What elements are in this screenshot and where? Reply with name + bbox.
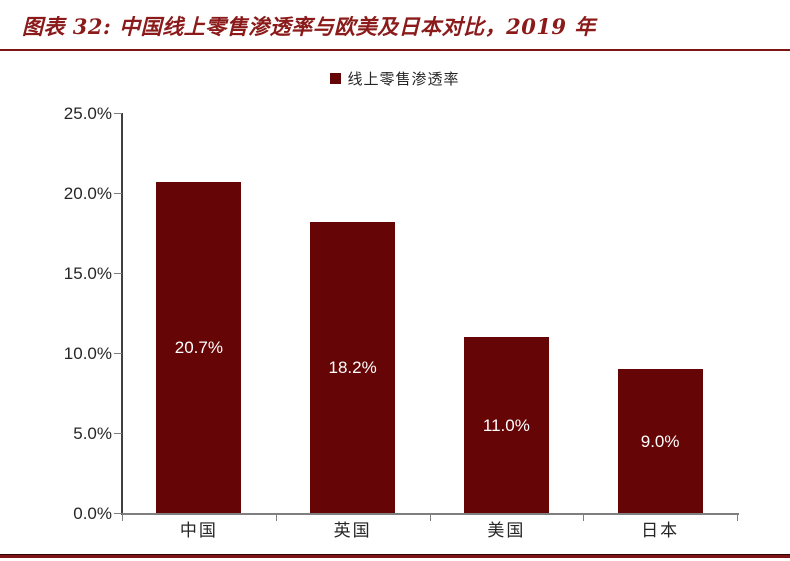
y-tick-label: 15.0% [63, 264, 112, 283]
chart-legend: 线上零售渗透率 [0, 68, 790, 89]
y-tick [114, 433, 122, 434]
x-cat-label: 中国 [179, 521, 218, 540]
bar [310, 221, 396, 513]
y-tick [114, 513, 122, 514]
bar-value-label: 18.2% [328, 358, 377, 378]
footer-rule [0, 554, 790, 558]
bar-value-label: 11.0% [482, 416, 530, 435]
legend-label: 线上零售渗透率 [347, 71, 460, 88]
y-tick-label: 5.0% [73, 424, 112, 443]
y-axis-line [121, 113, 123, 515]
y-tick [114, 113, 122, 114]
y-tick-label: 10.0% [63, 344, 112, 363]
y-tick [114, 273, 122, 274]
y-tick-label: 25.0% [63, 104, 112, 123]
bar [156, 181, 242, 513]
y-tick-label: 20.0% [63, 184, 112, 203]
x-cat-label: 美国 [487, 521, 526, 540]
x-axis-line [122, 513, 739, 515]
x-cat-label: 英国 [333, 521, 372, 540]
bar [463, 337, 549, 513]
legend-swatch-icon [330, 73, 342, 84]
x-tick [122, 515, 123, 521]
chart-title: 图表 32: 中国线上零售渗透率与欧美及日本对比，2019 年 [22, 14, 596, 39]
x-cat-label: 日本 [641, 521, 680, 540]
bar-value-label: 9.0% [640, 432, 680, 451]
y-tick [114, 353, 122, 354]
bar [617, 369, 703, 513]
bar-value-label: 20.7% [174, 338, 223, 358]
x-tick [429, 515, 431, 521]
title-underline-rule [0, 49, 790, 51]
x-tick [275, 515, 277, 521]
x-tick [737, 515, 738, 521]
x-tick [583, 515, 585, 521]
y-tick [114, 193, 122, 194]
y-tick-label: 0.0% [73, 504, 112, 523]
